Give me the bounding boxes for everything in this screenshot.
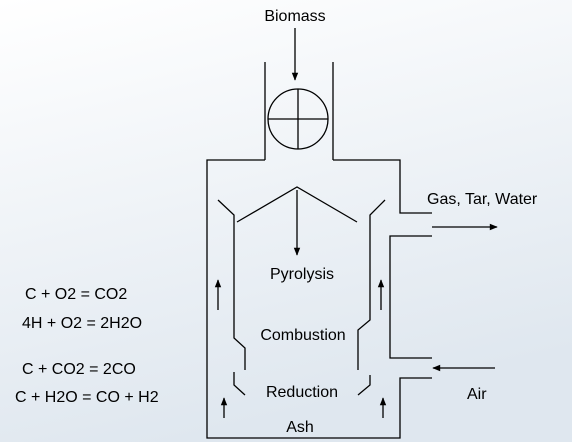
reaction: C + CO2 = 2CO	[22, 361, 136, 378]
zone-label: Combustion	[260, 327, 345, 344]
label: Air	[467, 386, 487, 403]
reaction: C + O2 = CO2	[25, 286, 127, 303]
zone-label: Reduction	[266, 384, 338, 401]
label: Gas, Tar, Water	[427, 191, 538, 208]
vessel	[206, 28, 498, 439]
label: Biomass	[264, 8, 325, 25]
reaction: C + H2O = CO + H2	[15, 389, 159, 406]
zone-label: Pyrolysis	[270, 266, 334, 283]
reaction: 4H + O2 = 2H2O	[22, 315, 142, 332]
label: Ash	[286, 419, 314, 436]
